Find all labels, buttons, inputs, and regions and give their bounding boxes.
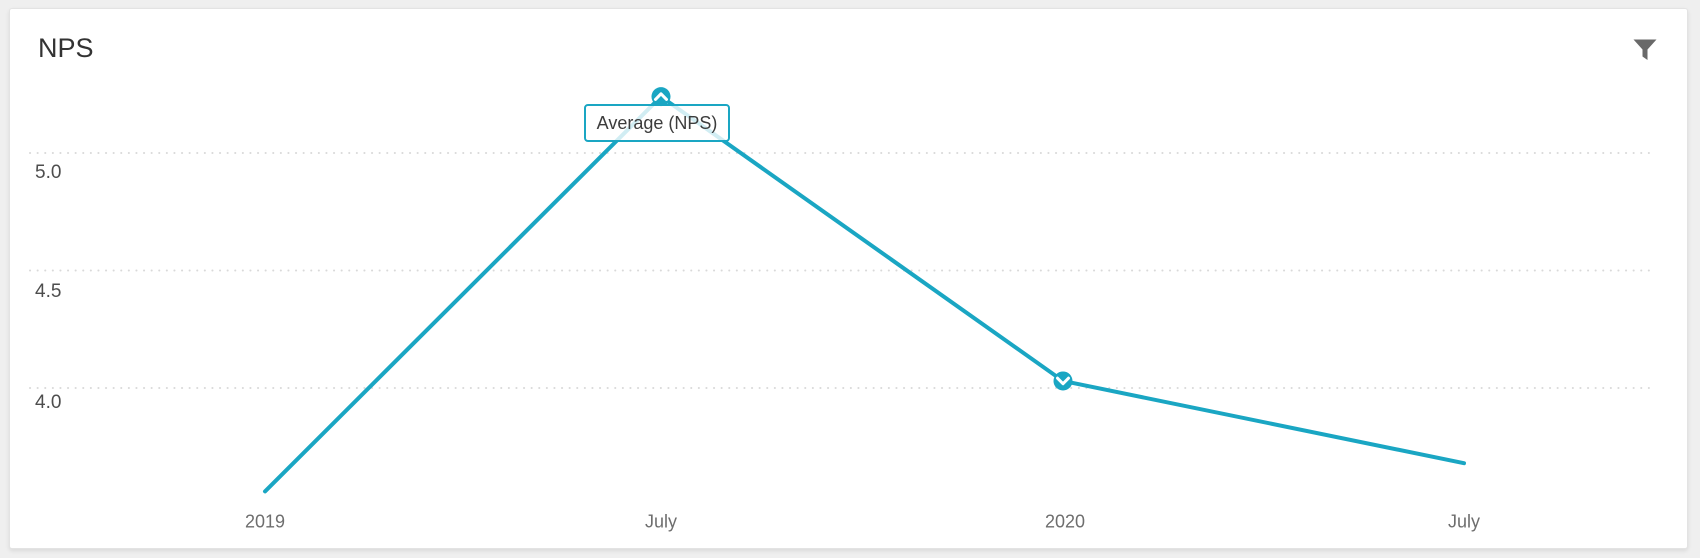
series-label-tooltip: Average (NPS) bbox=[584, 104, 730, 142]
x-axis-tick-label: 2020 bbox=[1044, 511, 1086, 532]
nps-chart-card bbox=[9, 8, 1688, 549]
x-axis-tick-label: July bbox=[644, 511, 678, 532]
y-axis-tick-label: 4.0 bbox=[35, 392, 62, 413]
y-axis-tick-label: 5.0 bbox=[35, 162, 62, 183]
y-axis-tick-label: 4.5 bbox=[35, 281, 62, 302]
series-label: Average (NPS) bbox=[596, 112, 718, 133]
x-axis-tick-label: 2019 bbox=[244, 511, 286, 532]
x-axis-tick-label: July bbox=[1447, 511, 1481, 532]
filter-button[interactable] bbox=[1630, 36, 1660, 64]
funnel-icon bbox=[1633, 39, 1657, 60]
card-title: NPS bbox=[38, 33, 94, 63]
